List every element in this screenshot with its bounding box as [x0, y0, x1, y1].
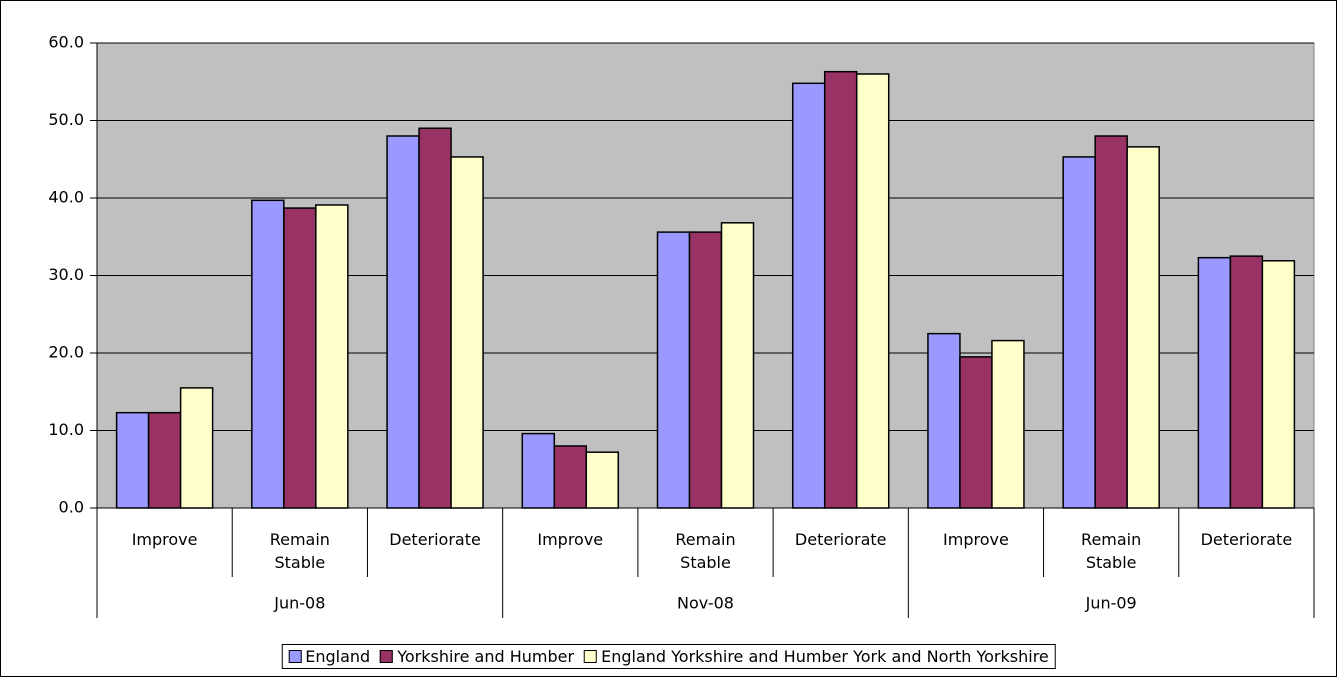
legend: England Yorkshire and Humber England Yorks…	[281, 644, 1056, 669]
legend-item: England	[288, 647, 370, 666]
bar	[1094, 135, 1128, 509]
bar	[656, 231, 691, 509]
bar	[147, 411, 182, 509]
bar	[1261, 260, 1296, 509]
y-tick-label: 40.0	[48, 188, 84, 207]
x-tick-label: Remain Stable	[675, 530, 736, 572]
bar	[386, 135, 420, 509]
bar	[823, 70, 858, 509]
bar	[959, 356, 993, 509]
x-tick-label: Improve	[943, 530, 1009, 549]
bar	[1229, 255, 1264, 509]
group-label: Nov-08	[677, 594, 734, 613]
legend-swatch	[380, 650, 394, 663]
bar	[1126, 146, 1160, 509]
bar	[521, 432, 556, 509]
x-tick-label: Remain Stable	[269, 530, 330, 572]
legend-swatch	[584, 650, 598, 663]
bar	[315, 204, 349, 509]
bar	[283, 207, 317, 509]
y-tick-label: 0.0	[59, 498, 84, 517]
bar	[991, 339, 1025, 509]
x-tick-label: Deteriorate	[389, 530, 481, 549]
y-tick-label: 30.0	[48, 265, 84, 284]
bar	[251, 199, 285, 509]
bar	[927, 332, 961, 509]
bar	[791, 82, 826, 509]
group-label: Jun-08	[273, 594, 325, 613]
x-tick-label: Improve	[537, 530, 604, 549]
legend-label: Yorkshire and Humber	[397, 647, 575, 666]
legend-swatch	[288, 650, 302, 663]
y-tick-label: 50.0	[48, 110, 84, 129]
y-tick-label: 20.0	[48, 343, 84, 362]
legend-label: England	[305, 647, 371, 666]
bar	[115, 411, 150, 509]
x-tick-label: Improve	[131, 530, 198, 549]
legend-label: England Yorkshire and Humber York and No…	[601, 647, 1049, 666]
y-tick-label: 60.0	[48, 33, 84, 52]
legend-item: Yorkshire and Humber	[380, 647, 574, 666]
y-tick-label: 10.0	[48, 420, 84, 439]
bar	[418, 127, 452, 509]
legend-item: England Yorkshire and Humber York and No…	[584, 647, 1049, 666]
bar	[450, 156, 484, 509]
bar	[1062, 156, 1096, 509]
group-label: Jun-09	[1085, 594, 1137, 613]
bar	[855, 73, 890, 509]
bar	[179, 387, 214, 509]
x-tick-label: Deteriorate	[794, 530, 887, 549]
bar	[553, 445, 588, 509]
bar	[585, 451, 620, 509]
bar	[720, 222, 755, 509]
bar	[688, 231, 723, 509]
x-tick-label: Remain Stable	[1081, 530, 1142, 572]
x-tick-label: Deteriorate	[1200, 530, 1293, 549]
bar	[1197, 256, 1232, 509]
